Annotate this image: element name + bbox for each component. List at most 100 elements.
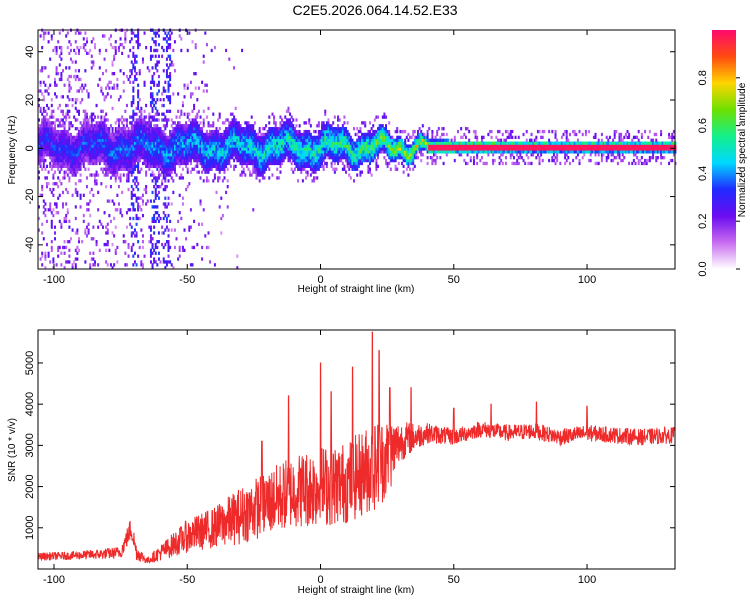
heatmap-cell <box>165 260 168 264</box>
heatmap-cell <box>164 31 167 35</box>
heatmap-cell <box>164 196 167 200</box>
heatmap-cell <box>108 161 111 166</box>
heatmap-cell <box>52 158 55 163</box>
heatmap-cell <box>396 141 399 145</box>
heatmap-cell <box>60 77 63 82</box>
heatmap-cell <box>90 147 93 151</box>
heatmap-cell <box>101 153 104 157</box>
heatmap-cell <box>434 135 437 140</box>
heatmap-cell <box>367 150 370 154</box>
heatmap-cell <box>45 141 48 145</box>
heatmap-cell <box>84 144 87 148</box>
heatmap-cell <box>356 150 359 154</box>
heatmap-cell <box>338 141 341 145</box>
heatmap-cell <box>263 135 266 140</box>
heatmap-cell <box>202 179 205 183</box>
heatmap-cell <box>164 228 167 232</box>
heatmap-cell <box>130 37 133 41</box>
heatmap-cell <box>482 141 485 145</box>
heatmap-cell <box>129 144 132 148</box>
heatmap-cell <box>468 141 471 145</box>
heatmap-cell <box>364 147 367 151</box>
heatmap-cell <box>162 164 165 169</box>
heatmap-cell <box>226 150 229 154</box>
heatmap-cell <box>207 153 210 157</box>
heatmap-cell <box>199 161 202 166</box>
heatmap-cell <box>373 147 376 151</box>
heatmap-cell <box>353 161 356 166</box>
heatmap-cell <box>365 150 368 154</box>
heatmap-cell <box>325 150 328 154</box>
heatmap-cell <box>169 141 172 145</box>
heatmap-cell <box>61 135 64 140</box>
heatmap-cell <box>305 161 308 166</box>
heatmap-cell <box>151 127 154 131</box>
heatmap-cell <box>186 147 189 151</box>
heatmap-cell <box>154 164 157 169</box>
heatmap-cell <box>159 173 162 177</box>
heatmap-cell <box>156 184 159 189</box>
heatmap-cell <box>284 121 287 125</box>
heatmap-cell <box>210 48 213 53</box>
heatmap-cell <box>127 138 130 142</box>
heatmap-cell <box>76 144 79 148</box>
heatmap-cell <box>258 170 261 174</box>
heatmap-cell <box>39 109 42 113</box>
heatmap-cell <box>137 103 140 108</box>
heatmap-cell <box>140 106 143 111</box>
heatmap-cell <box>420 158 423 163</box>
heatmap-cell <box>188 127 191 131</box>
heatmap-cell <box>49 147 52 151</box>
heatmap-cell <box>223 158 226 163</box>
heatmap-cell <box>225 164 228 169</box>
heatmap-cell <box>330 153 333 157</box>
heatmap-cell <box>385 161 388 166</box>
heatmap-cell <box>185 156 188 160</box>
heatmap-cell <box>55 205 58 209</box>
heatmap-cell <box>276 161 279 166</box>
heatmap-cell <box>260 132 263 137</box>
heatmap-cell <box>340 158 343 163</box>
heatmap-cell <box>233 138 236 142</box>
heatmap-cell <box>436 141 439 145</box>
heatmap-cell <box>332 150 335 154</box>
heatmap-cell <box>161 179 164 183</box>
heatmap-cell <box>233 144 236 148</box>
heatmap-cell <box>108 164 111 169</box>
heatmap-cell <box>450 144 453 148</box>
heatmap-cell <box>199 158 202 163</box>
heatmap-cell <box>111 63 114 67</box>
heatmap-cell <box>252 156 255 160</box>
heatmap-cell <box>415 138 418 142</box>
heatmap-cell <box>55 135 58 140</box>
heatmap-cell <box>325 141 328 145</box>
heatmap-cell <box>356 141 359 145</box>
heatmap-cell <box>162 141 165 145</box>
heatmap-cell <box>57 132 60 137</box>
heatmap-cell <box>132 100 135 105</box>
heatmap-cell <box>193 129 196 134</box>
heatmap-cell <box>488 147 491 151</box>
heatmap-cell <box>317 147 320 151</box>
heatmap-cell <box>265 124 268 128</box>
heatmap-cell <box>397 135 400 140</box>
heatmap-cell <box>44 202 47 206</box>
heatmap-cell <box>479 141 482 145</box>
heatmap-cell <box>210 141 213 145</box>
heatmap-cell <box>261 156 264 160</box>
heatmap-cell <box>181 156 184 160</box>
heatmap-cell <box>314 161 317 166</box>
heatmap-cell <box>325 161 328 166</box>
heatmap-cell <box>57 147 60 151</box>
heatmap-cell <box>205 153 208 157</box>
heatmap-cell <box>106 150 109 154</box>
heatmap-cell <box>84 153 87 157</box>
heatmap-cell <box>458 153 461 157</box>
heatmap-cell <box>81 129 84 134</box>
heatmap-cell <box>346 138 349 142</box>
heatmap-cell <box>476 156 479 160</box>
heatmap-cell <box>423 138 426 142</box>
heatmap-cell <box>464 147 467 151</box>
heatmap-cell <box>324 135 327 140</box>
heatmap-cell <box>359 158 362 163</box>
